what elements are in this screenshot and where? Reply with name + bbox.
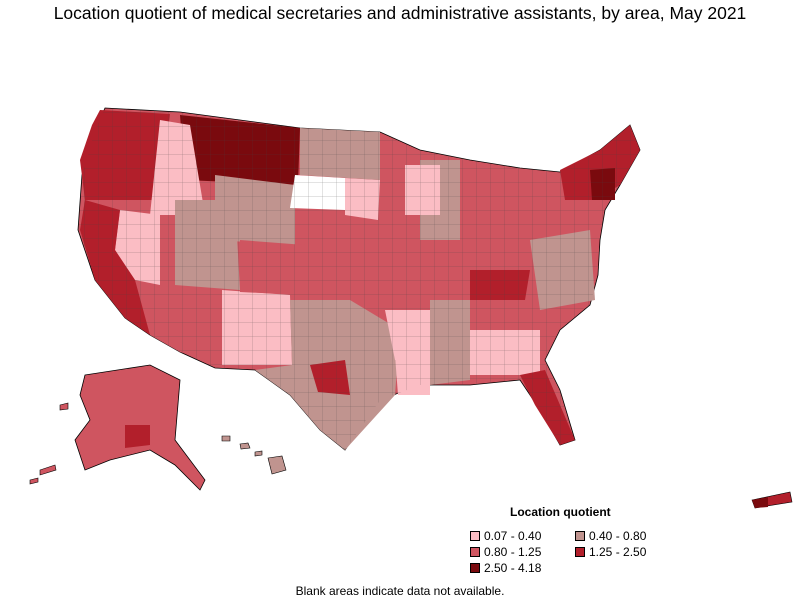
legend-swatch-4 [470,563,480,573]
legend-label-1: 0.40 - 0.80 [589,529,647,543]
area-borders [78,108,640,450]
legend-label-2: 0.80 - 1.25 [484,545,542,559]
alaska-islands [29,402,69,485]
legend-swatch-3 [575,547,585,557]
legend-item-3: 1.25 - 2.50 [575,545,646,559]
legend-label-0: 0.07 - 0.40 [484,529,542,543]
legend-item-1: 0.40 - 0.80 [575,529,646,543]
legend-label-3: 1.25 - 2.50 [589,545,647,559]
region-hawaii [221,435,287,475]
legend-swatch-0 [470,531,480,541]
region-puerto-rico-west [752,497,768,508]
legend-item-4: 2.50 - 4.18 [470,561,541,575]
legend-label-4: 2.50 - 4.18 [484,561,542,575]
region-alaska-south [125,425,150,448]
legend-item-2: 0.80 - 1.25 [470,545,541,559]
footnote: Blank areas indicate data not available. [295,584,505,598]
legend-title: Location quotient [510,505,611,519]
legend-item-0: 0.07 - 0.40 [470,529,541,543]
legend-swatch-1 [575,531,585,541]
legend-swatch-2 [470,547,480,557]
map-title: Location quotient of medical secretaries… [53,3,747,23]
